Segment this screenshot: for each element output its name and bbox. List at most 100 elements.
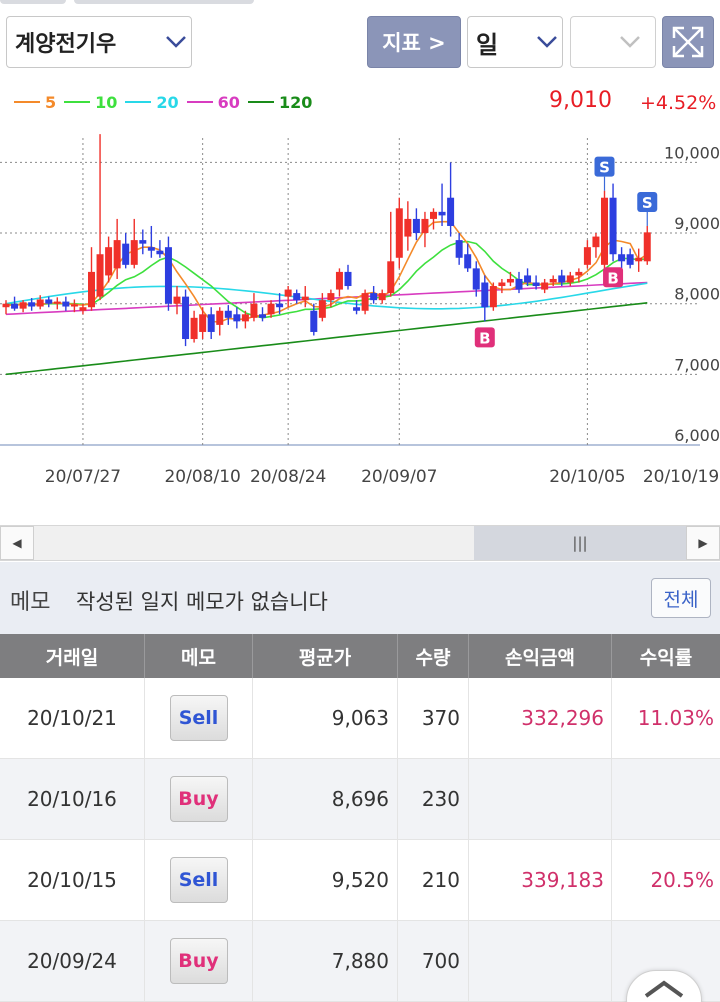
- y-tick-label: 6,000: [674, 426, 720, 445]
- legend-label: 10: [95, 92, 118, 112]
- candle-body: [96, 254, 104, 297]
- candle-body: [609, 197, 617, 255]
- header-memo: 메모: [145, 634, 253, 678]
- price-chart[interactable]: 10,000 9,000 8,000 7,000 6,000 20/07/27 20/08/…: [0, 120, 720, 500]
- trade-table: 거래일 메모 평균가 수량 손익금액 수익률 20/10/21 Sell 9,0…: [0, 634, 720, 1002]
- legend-item-ma-20: 20: [125, 93, 179, 112]
- candle-body: [404, 218, 412, 237]
- candle-body: [19, 302, 27, 309]
- candle-body: [412, 218, 420, 234]
- sub-select[interactable]: [570, 16, 656, 68]
- legend-label: 60: [217, 92, 240, 112]
- candle-body: [524, 275, 532, 283]
- period-select[interactable]: 일: [467, 16, 563, 68]
- candle-body: [88, 271, 95, 308]
- candle-body: [318, 300, 326, 318]
- candle-body: [498, 282, 506, 287]
- candle-body: [259, 314, 266, 318]
- x-tick-label: 20/10/19: [643, 467, 719, 487]
- candle-body: [532, 282, 540, 287]
- candle-body: [310, 310, 318, 332]
- indicator-button[interactable]: 지표 >: [367, 16, 461, 68]
- current-price: 9,010: [549, 88, 612, 113]
- candle-body: [430, 211, 437, 219]
- marker-label: B: [607, 269, 618, 287]
- candle-body: [626, 254, 634, 265]
- candle-body: [190, 317, 198, 340]
- profit-amount: [469, 759, 612, 839]
- period-value: 일: [476, 30, 499, 59]
- sell-memo-button[interactable]: Sell: [169, 695, 228, 741]
- return-rate: 20.5%: [650, 868, 714, 892]
- candle-body: [130, 240, 138, 265]
- scroll-thumb[interactable]: |||: [474, 526, 686, 560]
- scroll-right-button[interactable]: ▶: [686, 526, 720, 560]
- candle-body: [635, 257, 643, 262]
- chevron-down-icon: [161, 27, 191, 57]
- candle-body: [575, 271, 583, 276]
- legend-item-ma-5: 5: [14, 93, 56, 112]
- legend-line: [186, 101, 213, 103]
- legend-line: [247, 101, 274, 103]
- candle-body: [618, 254, 626, 262]
- candle-body: [113, 240, 121, 269]
- sell-marker: [637, 191, 658, 212]
- candle-body: [224, 310, 232, 318]
- y-tick-label: 7,000: [674, 355, 720, 374]
- profit-amount: [469, 921, 612, 1001]
- candle-body: [438, 211, 446, 216]
- memo-cell: Sell: [145, 840, 253, 920]
- stock-select[interactable]: 계양전기우: [6, 16, 192, 68]
- sell-memo-button[interactable]: Sell: [169, 857, 228, 903]
- legend-line: [125, 101, 152, 103]
- candle-body: [62, 301, 70, 307]
- candle-body: [455, 240, 463, 258]
- buy-memo-button[interactable]: Buy: [169, 938, 228, 984]
- table-row[interactable]: 20/09/24 Buy 7,880 700: [0, 921, 720, 1002]
- candle-body: [216, 310, 224, 325]
- scroll-left-button[interactable]: ◀: [0, 526, 34, 560]
- header-avg-price: 평균가: [253, 634, 398, 678]
- table-row[interactable]: 20/10/15 Sell 9,520 210 339,183 20.5%: [0, 840, 720, 921]
- table-row[interactable]: 20/10/16 Buy 8,696 230: [0, 759, 720, 840]
- candle-body: [164, 247, 172, 304]
- memo-title: 메모: [10, 590, 51, 615]
- trade-date: 20/10/21: [0, 678, 145, 758]
- ma-60-line: [5, 281, 648, 316]
- buy-marker: [474, 327, 495, 348]
- sell-marker: [594, 156, 615, 177]
- candle-body: [601, 197, 608, 265]
- chevron-up-icon: [644, 980, 684, 998]
- legend-item-ma-60: 60: [186, 92, 240, 112]
- top-tab-right: [74, 0, 254, 4]
- candle-body: [583, 247, 591, 265]
- avg-price: 9,063: [253, 678, 398, 758]
- buy-memo-button[interactable]: Buy: [169, 776, 228, 822]
- candle-body: [241, 314, 249, 322]
- table-row[interactable]: 20/10/21 Sell 9,063 370 332,296 11.03%: [0, 678, 720, 759]
- candle-body: [45, 299, 53, 304]
- candle-body: [592, 236, 600, 248]
- candle-body: [53, 301, 61, 304]
- all-button[interactable]: 전체: [651, 578, 711, 618]
- chevron-down-icon: [615, 27, 645, 57]
- ma-120-line: [5, 302, 648, 376]
- candle-body: [139, 240, 147, 244]
- candle-body: [301, 296, 309, 301]
- candle-body: [173, 296, 181, 304]
- header-profit: 손익금액: [469, 634, 612, 678]
- chart-scrollbar[interactable]: ◀ ||| ▶: [0, 525, 720, 561]
- profit-amount: 332,296: [469, 678, 612, 758]
- candle-body: [327, 293, 335, 301]
- trade-date: 20/10/16: [0, 759, 145, 839]
- candle-body: [370, 293, 378, 301]
- candle-body: [199, 314, 207, 332]
- trade-date: 20/10/15: [0, 840, 145, 920]
- candle-body: [515, 278, 523, 290]
- price-change: +4.52%: [640, 92, 717, 114]
- expand-button[interactable]: [662, 16, 714, 68]
- legend-label: 5: [45, 92, 57, 112]
- candle-body: [643, 232, 651, 262]
- header-qty: 수량: [398, 634, 469, 678]
- marker-label: S: [642, 194, 653, 212]
